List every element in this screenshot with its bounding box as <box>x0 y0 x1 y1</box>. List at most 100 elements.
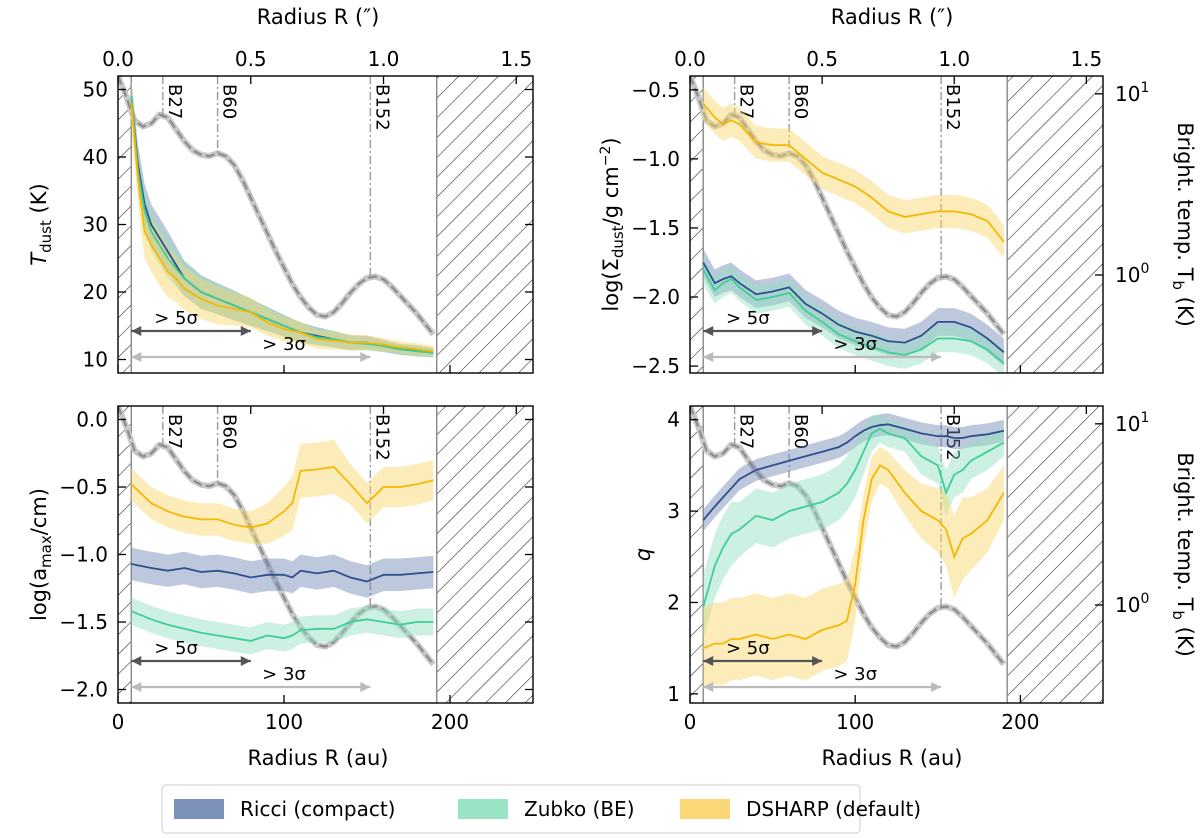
x-top-tick-label: 0.0 <box>102 47 134 71</box>
ring-label-b152: B152 <box>371 414 392 461</box>
arrow-3sigma-label: > 3σ <box>833 664 877 685</box>
x-tick-label: 0 <box>112 710 125 734</box>
y-tick-label: 2 <box>667 590 680 614</box>
arrow-5sigma-head-right <box>812 656 823 666</box>
y-tick-label: −1.0 <box>631 147 680 171</box>
ring-label-b152: B152 <box>371 84 392 131</box>
x-tick-label: 100 <box>265 710 303 734</box>
band-ricci <box>131 79 434 358</box>
plot-area: B27 B60 B152> 3σ> 5σ <box>118 76 533 373</box>
band-dsharp <box>131 79 434 357</box>
y-tick-label: 0.0 <box>76 408 108 432</box>
band-ricci <box>703 413 1004 532</box>
y-tick-label: 50 <box>83 78 108 102</box>
x-top-tick-label: 1.0 <box>938 47 970 71</box>
band-ricci <box>703 248 1004 367</box>
arrow-5sigma-label: > 5σ <box>726 308 770 329</box>
arrow-3sigma-label: > 3σ <box>262 334 306 355</box>
arrow-5sigma-label: > 5σ <box>726 638 770 659</box>
arrow-3sigma-label: > 3σ <box>262 664 306 685</box>
y-tick-label: −1.0 <box>59 543 108 567</box>
outer-mask <box>1007 76 1103 373</box>
ring-label-b27: B27 <box>164 414 185 449</box>
arrow-3sigma-head-left <box>131 682 142 692</box>
panel-temperature: B27 B60 B152 > 3σ > 5σ 10 20 30 40 50 Tdust (K) 0.0… <box>27 47 534 374</box>
bright-temp-profile <box>690 406 1005 666</box>
band-dsharp <box>131 439 434 544</box>
y-tick-label: 10 <box>83 348 108 372</box>
right-tick-label: 101 <box>1115 80 1149 106</box>
arrow-5sigma-head-right <box>240 326 251 336</box>
ring-label-b60: B60 <box>219 414 240 449</box>
line-dsharp <box>702 464 1005 650</box>
x-tick-label: 200 <box>1001 710 1039 734</box>
bright-temp-profile <box>690 76 1005 336</box>
y-tick-label: −1.5 <box>631 216 680 240</box>
y-tick-label: −2.0 <box>59 678 108 702</box>
y-axis-label: q <box>631 548 655 561</box>
line-zubko <box>130 610 434 642</box>
legend-label-dsharp: DSHARP (default) <box>746 797 921 821</box>
bottom-right-xlabel: Radius R (au) <box>822 746 963 770</box>
legend-frame <box>161 784 861 834</box>
legend-swatch-zubko <box>458 799 508 819</box>
y-tick-label: 20 <box>83 280 108 304</box>
inner-mask <box>690 76 704 373</box>
ring-label-b27: B27 <box>736 414 757 449</box>
y-tick-label: −1.5 <box>59 610 108 634</box>
x-top-tick-label: 1.0 <box>368 47 400 71</box>
arrow-5sigma-label: > 5σ <box>154 308 198 329</box>
top-right-x-top-label: Radius R (″) <box>831 5 954 29</box>
band-dsharp <box>703 87 1004 259</box>
plot-area: B27 B60 B152> 3σ> 5σ <box>690 406 1103 703</box>
line-ricci <box>702 262 1005 353</box>
arrow-5sigma-head-left <box>703 656 714 666</box>
bright-temp-profile <box>118 406 435 666</box>
arrow-3sigma-head-left <box>131 352 142 362</box>
y-tick-label: 3 <box>667 499 680 523</box>
legend: Ricci (compact) Zubko (BE) DSHARP (defau… <box>161 784 921 834</box>
bright-temp-profile <box>118 76 435 336</box>
panel-max-grain-size: B27 B60 B152 > 3σ > 5σ 0.0 −0.5 −1.0 −1.5 −2.0 log… <box>27 405 534 734</box>
x-tick-label: 0 <box>684 710 697 734</box>
ring-label-b60: B60 <box>790 414 811 449</box>
y-axis-label: log(Σdust/g cm−2) <box>598 137 627 311</box>
ring-label-b60: B60 <box>219 84 240 119</box>
arrow-5sigma-head-right <box>240 656 251 666</box>
x-tick-label: 100 <box>836 710 874 734</box>
right-axis-label: Bright. temp. Tb (K) <box>1169 452 1197 657</box>
legend-swatch-ricci <box>174 799 224 819</box>
ring-label-b60: B60 <box>790 84 811 119</box>
line-zubko <box>702 268 1005 364</box>
band-zubko <box>131 597 434 655</box>
inner-mask <box>690 406 704 703</box>
arrow-5sigma-head-left <box>131 656 142 666</box>
panel-surface-density: B27 B60 B152 > 3σ > 5σ −0.5 −1.0 −1.5 −2.0 −2.5 lo… <box>598 47 1197 378</box>
legend-label-zubko: Zubko (BE) <box>524 797 635 821</box>
arrow-3sigma-label: > 3σ <box>833 334 877 355</box>
legend-label-ricci: Ricci (compact) <box>240 797 395 821</box>
band-ricci <box>131 547 434 598</box>
y-axis-label: Tdust (K) <box>27 183 55 265</box>
bottom-left-xlabel: Radius R (au) <box>248 746 389 770</box>
y-tick-label: −2.0 <box>631 285 680 309</box>
outer-mask <box>436 406 533 703</box>
right-tick-label: 100 <box>1115 591 1149 617</box>
y-tick-label: −0.5 <box>59 475 108 499</box>
line-ricci <box>702 423 1005 521</box>
y-axis-label: log(amax/cm) <box>27 488 55 621</box>
right-tick-label: 101 <box>1115 410 1149 436</box>
right-axis-label: Bright. temp. Tb (K) <box>1169 122 1197 327</box>
axes-frame <box>689 75 1104 374</box>
x-top-tick-label: 1.5 <box>500 47 532 71</box>
band-dsharp <box>703 447 1004 690</box>
y-tick-label: 30 <box>83 213 108 237</box>
axes-frame <box>689 405 1104 704</box>
arrow-5sigma-label: > 5σ <box>154 638 198 659</box>
outer-mask <box>1007 406 1103 703</box>
arrow-5sigma-head-left <box>703 326 714 336</box>
ring-label-b27: B27 <box>736 84 757 119</box>
